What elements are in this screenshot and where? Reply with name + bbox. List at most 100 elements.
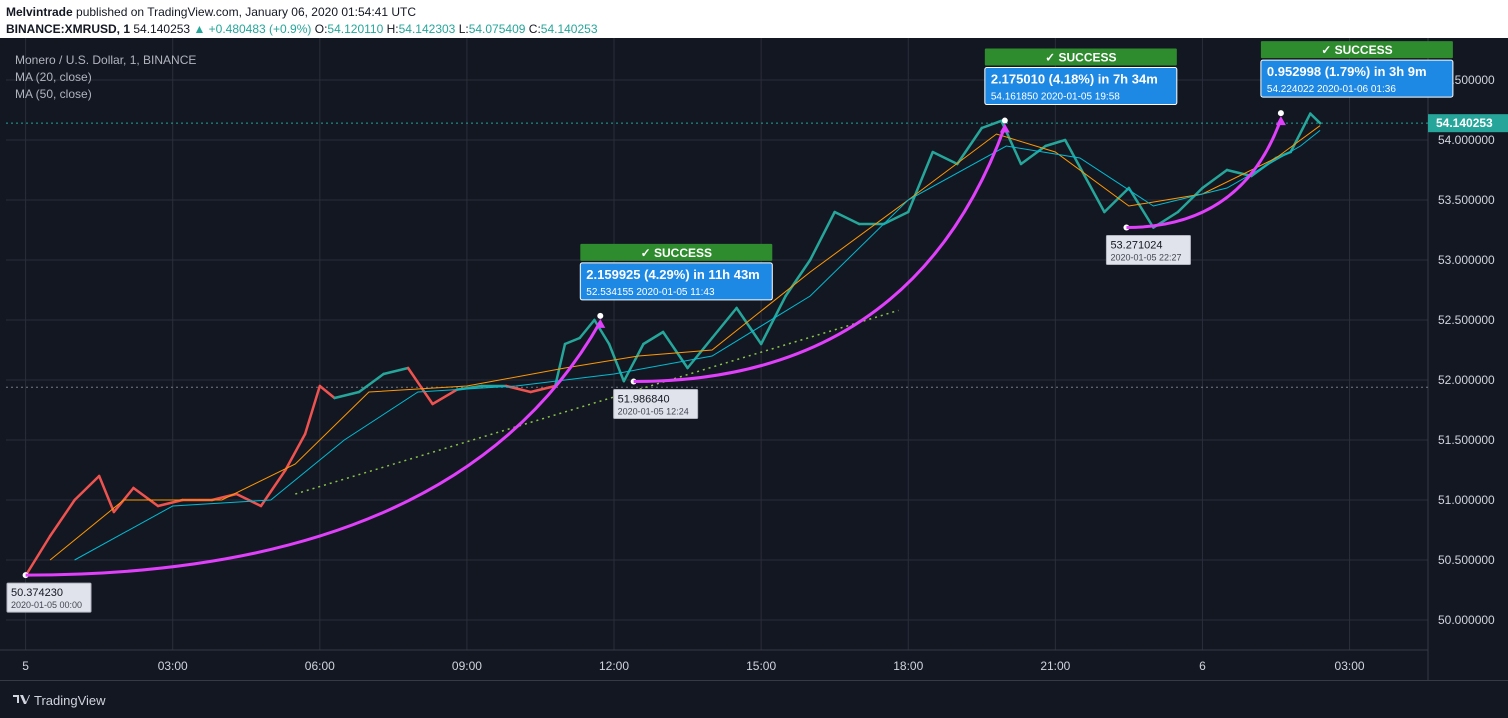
price-segment	[563, 336, 581, 346]
y-tick-label: 51.000000	[1438, 493, 1495, 507]
result-move-text: 2.175010 (4.18%) in 7h 34m	[991, 72, 1158, 87]
low-label-date: 2020-01-05 00:00	[11, 600, 82, 610]
price-segment	[1289, 112, 1312, 154]
x-tick-label: 15:00	[746, 659, 776, 673]
price-segment	[357, 372, 385, 394]
result-box	[984, 67, 1178, 106]
publisher-name[interactable]: Melvintrade	[6, 5, 73, 19]
y-tick-label: 53.000000	[1438, 253, 1495, 267]
projection-arrow-icon	[1275, 116, 1286, 126]
y-tick-label: 50.000000	[1438, 613, 1495, 627]
price-segment	[661, 330, 689, 370]
price-segment	[318, 384, 336, 400]
price-segment	[553, 342, 567, 388]
close-label: C:	[528, 22, 541, 36]
price-segment	[382, 366, 410, 376]
footer-bar: TradingView	[0, 680, 1508, 718]
price-segment	[48, 498, 76, 538]
x-tick-label: 21:00	[1040, 659, 1070, 673]
price-segment	[406, 366, 434, 406]
price-segment	[1083, 174, 1106, 214]
low-label-date: 2020-01-05 12:24	[618, 407, 689, 417]
chart-header: Melvintrade published on TradingView.com…	[0, 0, 1508, 38]
footer-brand[interactable]: TradingView	[34, 693, 106, 708]
x-tick-label: 6	[1199, 659, 1206, 673]
price-segment	[931, 150, 959, 166]
projection-curve	[633, 126, 1007, 384]
y-tick-label: 50.500000	[1438, 553, 1495, 567]
y-tick-label: 53.500000	[1438, 193, 1495, 207]
price-segment	[1176, 186, 1204, 214]
y-tick-label: 52.500000	[1438, 313, 1495, 327]
price-segment	[529, 384, 557, 394]
x-tick-label: 09:00	[452, 659, 482, 673]
price-segment	[303, 384, 322, 436]
price-segment	[642, 330, 665, 346]
low-label: L:	[458, 22, 469, 36]
price-segment	[1103, 186, 1131, 214]
projection-curve	[1126, 118, 1283, 229]
price-segment	[1044, 138, 1067, 148]
high-point-marker[interactable]	[597, 312, 604, 319]
legend-ma50[interactable]: MA (50, close)	[15, 87, 92, 101]
result-price-date: 54.224022 2020-01-06 01:36	[1267, 84, 1396, 95]
current-price-tag	[1428, 114, 1508, 133]
result-price-date: 52.534155 2020-01-05 11:43	[586, 287, 715, 298]
chart-legend: Monero / U.S. Dollar, 1, BINANCE MA (20,…	[15, 52, 196, 103]
price-segment	[906, 150, 935, 214]
price-segment	[593, 318, 611, 346]
low-label-value: 50.374230	[11, 587, 63, 599]
price-segment	[956, 126, 984, 166]
success-badge	[1260, 41, 1453, 59]
price-segment	[808, 210, 836, 262]
projection-curve	[25, 321, 602, 577]
low-value: 54.075409	[468, 22, 526, 36]
legend-title: Monero / U.S. Dollar, 1, BINANCE	[15, 53, 197, 67]
price-segment	[735, 306, 763, 346]
price-segment	[710, 306, 738, 340]
tradingview-logo-icon	[13, 695, 30, 704]
price-segment	[882, 210, 910, 226]
price-segment	[607, 342, 626, 383]
legend-ma20[interactable]: MA (20, close)	[15, 70, 92, 84]
price-segment	[784, 258, 812, 298]
x-tick-label: 12:00	[599, 659, 629, 673]
price-segment	[759, 294, 787, 346]
x-tick-label: 18:00	[893, 659, 923, 673]
high-label: H:	[386, 22, 399, 36]
chart-background	[0, 38, 1508, 680]
result-box	[579, 262, 773, 301]
ma50-line	[74, 130, 1321, 561]
high-point-marker[interactable]	[1277, 110, 1284, 117]
low-label-date: 2020-01-05 22:27	[1110, 252, 1181, 262]
publish-info: Melvintrade published on TradingView.com…	[6, 5, 416, 19]
price-change: ▲ +0.480483 (+0.9%)	[193, 22, 312, 36]
price-segment	[980, 119, 1003, 130]
price-segment	[235, 492, 263, 508]
projection-arrow-icon	[999, 123, 1010, 133]
close-value: 54.140253	[540, 22, 598, 36]
price-segment	[284, 432, 307, 472]
y-tick-label: 52.000000	[1438, 373, 1495, 387]
success-badge-label: ✓ SUCCESS	[1321, 43, 1392, 57]
price-segment	[622, 342, 645, 383]
price-chart[interactable]: 54.50000054.00000053.50000053.00000052.5…	[0, 38, 1508, 680]
price-segment	[1019, 144, 1047, 166]
chart-area[interactable]: 54.500000 54.000000 53.500000 53.000000 52.5…	[0, 38, 1508, 680]
published-text: published on TradingView.com, January 06…	[76, 5, 417, 19]
high-point-marker[interactable]	[1001, 117, 1008, 124]
price-segment	[578, 318, 596, 340]
open-value: 54.120110	[327, 22, 384, 36]
success-badge	[984, 48, 1177, 66]
price-segment	[686, 336, 714, 370]
y-tick-label: 51.500000	[1438, 433, 1495, 447]
low-label-box	[1105, 234, 1191, 265]
price-segment	[97, 474, 116, 514]
open-label: O:	[314, 22, 328, 36]
price-segment	[1063, 138, 1087, 178]
y-tick-label: 54.000000	[1438, 133, 1495, 147]
current-price-tag-label: 54.140253	[1436, 116, 1493, 130]
ma20-line	[49, 125, 1321, 561]
success-badge-label: ✓ SUCCESS	[641, 246, 712, 260]
x-tick-label: 5	[22, 659, 29, 673]
